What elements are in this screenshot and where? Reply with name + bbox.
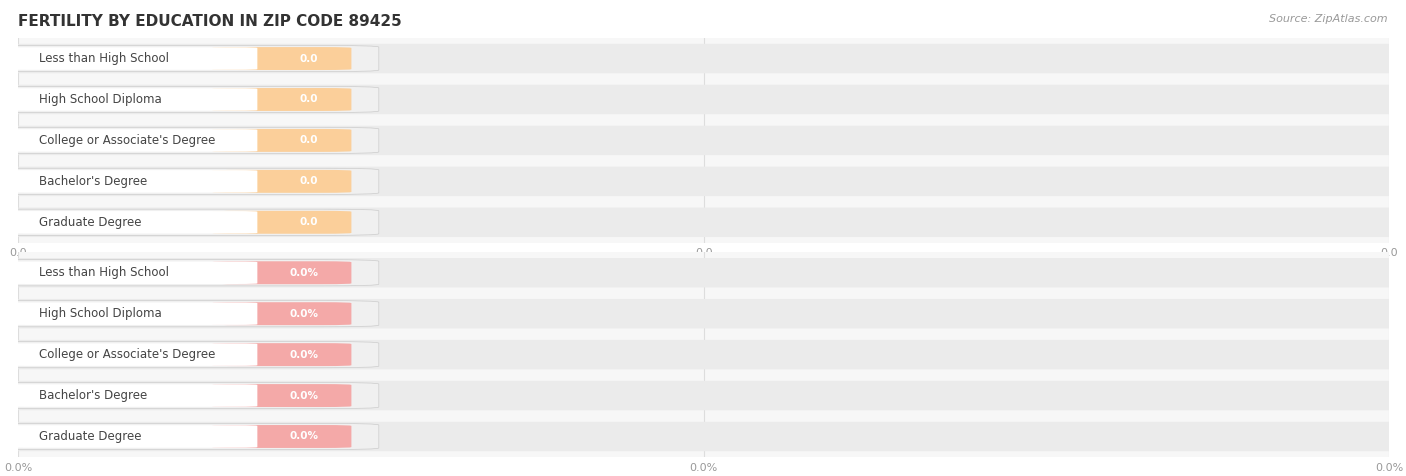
Text: College or Associate's Degree: College or Associate's Degree — [39, 348, 215, 361]
FancyBboxPatch shape — [6, 302, 257, 325]
Text: High School Diploma: High School Diploma — [39, 307, 162, 320]
Text: Less than High School: Less than High School — [39, 266, 169, 279]
FancyBboxPatch shape — [212, 129, 352, 152]
FancyBboxPatch shape — [212, 88, 352, 111]
FancyBboxPatch shape — [0, 259, 378, 286]
Text: Graduate Degree: Graduate Degree — [39, 430, 142, 443]
FancyBboxPatch shape — [18, 340, 1389, 369]
Text: FERTILITY BY EDUCATION IN ZIP CODE 89425: FERTILITY BY EDUCATION IN ZIP CODE 89425 — [18, 14, 402, 30]
Text: 0.0: 0.0 — [299, 176, 319, 187]
FancyBboxPatch shape — [212, 261, 352, 284]
FancyBboxPatch shape — [212, 425, 352, 448]
Text: 0.0%: 0.0% — [290, 308, 319, 319]
FancyBboxPatch shape — [0, 341, 378, 368]
FancyBboxPatch shape — [0, 382, 378, 409]
Text: 0.0%: 0.0% — [290, 349, 319, 360]
FancyBboxPatch shape — [6, 211, 257, 234]
Text: Source: ZipAtlas.com: Source: ZipAtlas.com — [1270, 14, 1388, 24]
Text: Bachelor's Degree: Bachelor's Degree — [39, 389, 148, 402]
FancyBboxPatch shape — [6, 88, 257, 111]
Text: 0.0%: 0.0% — [290, 268, 319, 278]
Text: Less than High School: Less than High School — [39, 52, 169, 65]
Text: College or Associate's Degree: College or Associate's Degree — [39, 134, 215, 147]
Text: High School Diploma: High School Diploma — [39, 93, 162, 106]
Text: Bachelor's Degree: Bachelor's Degree — [39, 175, 148, 188]
FancyBboxPatch shape — [212, 302, 352, 325]
FancyBboxPatch shape — [6, 261, 257, 284]
FancyBboxPatch shape — [0, 300, 378, 327]
FancyBboxPatch shape — [212, 211, 352, 234]
FancyBboxPatch shape — [18, 208, 1389, 237]
Text: 0.0: 0.0 — [299, 94, 319, 105]
Text: 0.0: 0.0 — [299, 135, 319, 146]
Text: 0.0: 0.0 — [299, 53, 319, 64]
FancyBboxPatch shape — [6, 425, 257, 448]
Text: 0.0%: 0.0% — [290, 431, 319, 442]
FancyBboxPatch shape — [18, 258, 1389, 288]
FancyBboxPatch shape — [0, 86, 378, 113]
FancyBboxPatch shape — [0, 127, 378, 154]
Text: Graduate Degree: Graduate Degree — [39, 216, 142, 229]
FancyBboxPatch shape — [6, 170, 257, 193]
FancyBboxPatch shape — [6, 384, 257, 407]
FancyBboxPatch shape — [6, 47, 257, 70]
FancyBboxPatch shape — [212, 384, 352, 407]
FancyBboxPatch shape — [18, 167, 1389, 196]
FancyBboxPatch shape — [18, 85, 1389, 114]
Text: 0.0: 0.0 — [299, 217, 319, 228]
FancyBboxPatch shape — [18, 381, 1389, 410]
FancyBboxPatch shape — [212, 343, 352, 366]
FancyBboxPatch shape — [0, 168, 378, 195]
FancyBboxPatch shape — [18, 126, 1389, 155]
FancyBboxPatch shape — [6, 343, 257, 366]
FancyBboxPatch shape — [6, 129, 257, 152]
FancyBboxPatch shape — [18, 299, 1389, 328]
FancyBboxPatch shape — [18, 44, 1389, 73]
FancyBboxPatch shape — [0, 45, 378, 72]
FancyBboxPatch shape — [212, 47, 352, 70]
FancyBboxPatch shape — [0, 209, 378, 236]
Text: 0.0%: 0.0% — [290, 390, 319, 401]
FancyBboxPatch shape — [212, 170, 352, 193]
FancyBboxPatch shape — [0, 423, 378, 450]
FancyBboxPatch shape — [18, 422, 1389, 451]
